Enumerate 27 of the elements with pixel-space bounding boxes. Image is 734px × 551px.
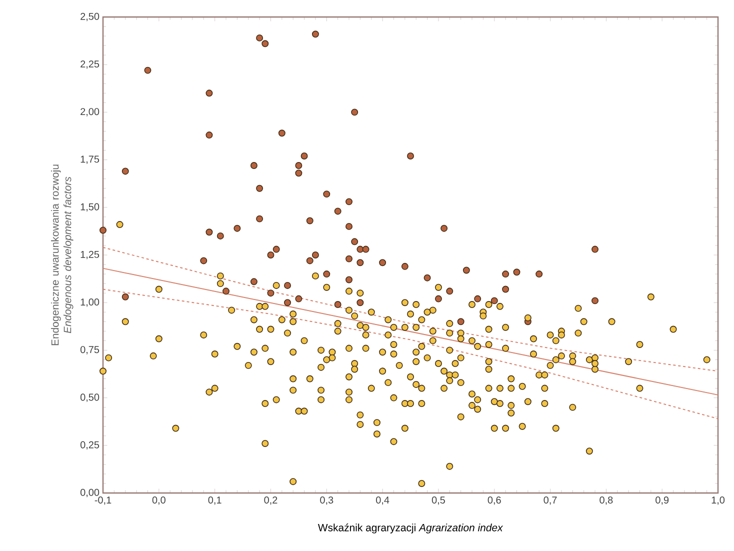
x-tick-label: 0,0 (152, 496, 166, 505)
y-tick-label: 0,50 (80, 394, 100, 402)
x-tick-label: 0,8 (600, 496, 613, 505)
y-tick-label: 2,00 (80, 108, 100, 116)
x-tick-label: 0,7 (544, 496, 557, 505)
x-tick-label: 1,0 (712, 496, 725, 505)
line-series (102, 288, 719, 420)
y-tick-label: 2,50 (80, 12, 100, 22)
x-tick-label: -0,1 (94, 496, 112, 505)
x-tick-label: 0,6 (488, 496, 501, 505)
y-tick-label: 0,00 (80, 488, 100, 498)
y-tick-label: 0,75 (80, 346, 100, 354)
x-tick-label: 0,3 (320, 496, 334, 505)
x-tick-label: 0,9 (656, 496, 669, 505)
y-tick-label: 2,25 (80, 60, 100, 69)
x-tick-label: 0,4 (376, 496, 390, 505)
x-axis-title: Wskaźnik agraryzacji Agrarization index (318, 524, 504, 534)
y-axis-title: Endogeniczne uwarunkowania rozwoju Endogenous development factors (51, 164, 74, 346)
y-tick-label: 1,25 (80, 250, 100, 260)
y-tick-label: 1,00 (80, 298, 100, 307)
line-series (102, 246, 719, 372)
y-tick-label: 1,50 (80, 203, 100, 212)
x-tick-label: 0,1 (208, 496, 222, 505)
y-tick-label: 1,75 (80, 156, 100, 164)
y-tick-label: 0,25 (80, 441, 100, 450)
x-tick-label: 0,5 (432, 496, 445, 505)
x-tick-label: 0,2 (264, 496, 278, 505)
